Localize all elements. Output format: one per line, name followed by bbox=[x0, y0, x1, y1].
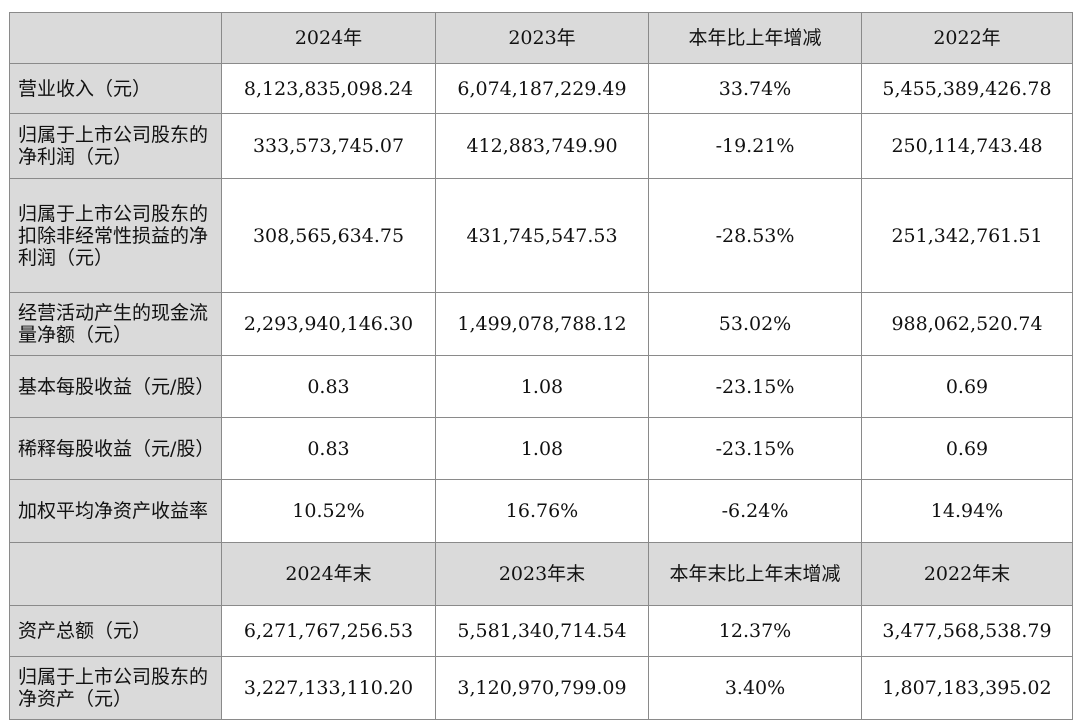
cell-2022-end: 3,477,568,538.79 bbox=[861, 605, 1073, 657]
cell-change: 12.37% bbox=[648, 605, 862, 657]
header-2023-end: 2023年末 bbox=[435, 542, 649, 606]
cell-2023-end: 3,120,970,799.09 bbox=[435, 656, 649, 720]
cell-2023: 16.76% bbox=[435, 479, 649, 543]
cell-2022: 5,455,389,426.78 bbox=[861, 63, 1073, 114]
header-2022: 2022年 bbox=[861, 12, 1073, 64]
header-2023: 2023年 bbox=[435, 12, 649, 64]
table-row: 资产总额（元） 6,271,767,256.53 5,581,340,714.5… bbox=[9, 605, 1073, 657]
cell-change: -23.15% bbox=[648, 355, 862, 418]
cell-2023: 1.08 bbox=[435, 355, 649, 418]
table-row: 归属于上市公司股东的净利润（元） 333,573,745.07 412,883,… bbox=[9, 113, 1073, 179]
table-row: 基本每股收益（元/股） 0.83 1.08 -23.15% 0.69 bbox=[9, 355, 1073, 418]
cell-change: -6.24% bbox=[648, 479, 862, 543]
cell-2024: 8,123,835,098.24 bbox=[221, 63, 436, 114]
cell-change: -28.53% bbox=[648, 178, 862, 293]
cell-change: 3.40% bbox=[648, 656, 862, 720]
header-corner-cell bbox=[9, 542, 222, 606]
row-label: 经营活动产生的现金流量净额（元） bbox=[9, 292, 222, 356]
header-row-year-end: 2024年末 2023年末 本年末比上年末增减 2022年末 bbox=[9, 542, 1073, 606]
cell-2023: 6,074,187,229.49 bbox=[435, 63, 649, 114]
cell-change: -23.15% bbox=[648, 417, 862, 480]
table-row: 归属于上市公司股东的净资产（元） 3,227,133,110.20 3,120,… bbox=[9, 656, 1073, 720]
table-row: 稀释每股收益（元/股） 0.83 1.08 -23.15% 0.69 bbox=[9, 417, 1073, 480]
row-label: 归属于上市公司股东的净利润（元） bbox=[9, 113, 222, 179]
cell-change: 33.74% bbox=[648, 63, 862, 114]
header-corner-cell bbox=[9, 12, 222, 64]
row-label: 加权平均净资产收益率 bbox=[9, 479, 222, 543]
row-label: 归属于上市公司股东的扣除非经常性损益的净利润（元） bbox=[9, 178, 222, 293]
row-label: 营业收入（元） bbox=[9, 63, 222, 114]
row-label: 稀释每股收益（元/股） bbox=[9, 417, 222, 480]
row-label: 归属于上市公司股东的净资产（元） bbox=[9, 656, 222, 720]
cell-2024: 333,573,745.07 bbox=[221, 113, 436, 179]
cell-2023-end: 5,581,340,714.54 bbox=[435, 605, 649, 657]
header-year-end-change: 本年末比上年末增减 bbox=[648, 542, 862, 606]
cell-2023: 1,499,078,788.12 bbox=[435, 292, 649, 356]
cell-change: 53.02% bbox=[648, 292, 862, 356]
cell-2024-end: 3,227,133,110.20 bbox=[221, 656, 436, 720]
cell-2022: 250,114,743.48 bbox=[861, 113, 1073, 179]
cell-2022: 251,342,761.51 bbox=[861, 178, 1073, 293]
cell-2022-end: 1,807,183,395.02 bbox=[861, 656, 1073, 720]
cell-2023: 431,745,547.53 bbox=[435, 178, 649, 293]
table-row: 经营活动产生的现金流量净额（元） 2,293,940,146.30 1,499,… bbox=[9, 292, 1073, 356]
cell-2023: 1.08 bbox=[435, 417, 649, 480]
cell-2024: 0.83 bbox=[221, 355, 436, 418]
cell-2022: 988,062,520.74 bbox=[861, 292, 1073, 356]
table-row: 加权平均净资产收益率 10.52% 16.76% -6.24% 14.94% bbox=[9, 479, 1073, 543]
header-2024-end: 2024年末 bbox=[221, 542, 436, 606]
financial-summary-sheet: 2024年 2023年 本年比上年增减 2022年 营业收入（元） 8,123,… bbox=[9, 12, 1073, 720]
header-row-annual: 2024年 2023年 本年比上年增减 2022年 bbox=[9, 12, 1073, 64]
row-label: 资产总额（元） bbox=[9, 605, 222, 657]
cell-2024: 10.52% bbox=[221, 479, 436, 543]
header-2024: 2024年 bbox=[221, 12, 436, 64]
table-row: 归属于上市公司股东的扣除非经常性损益的净利润（元） 308,565,634.75… bbox=[9, 178, 1073, 293]
financial-summary-table: 2024年 2023年 本年比上年增减 2022年 营业收入（元） 8,123,… bbox=[9, 12, 1073, 720]
cell-2024-end: 6,271,767,256.53 bbox=[221, 605, 436, 657]
cell-2022: 0.69 bbox=[861, 417, 1073, 480]
cell-2022: 14.94% bbox=[861, 479, 1073, 543]
cell-2024: 2,293,940,146.30 bbox=[221, 292, 436, 356]
row-label: 基本每股收益（元/股） bbox=[9, 355, 222, 418]
cell-2024: 0.83 bbox=[221, 417, 436, 480]
cell-change: -19.21% bbox=[648, 113, 862, 179]
header-yoy-change: 本年比上年增减 bbox=[648, 12, 862, 64]
cell-2024: 308,565,634.75 bbox=[221, 178, 436, 293]
header-2022-end: 2022年末 bbox=[861, 542, 1073, 606]
cell-2023: 412,883,749.90 bbox=[435, 113, 649, 179]
table-row: 营业收入（元） 8,123,835,098.24 6,074,187,229.4… bbox=[9, 63, 1073, 114]
cell-2022: 0.69 bbox=[861, 355, 1073, 418]
